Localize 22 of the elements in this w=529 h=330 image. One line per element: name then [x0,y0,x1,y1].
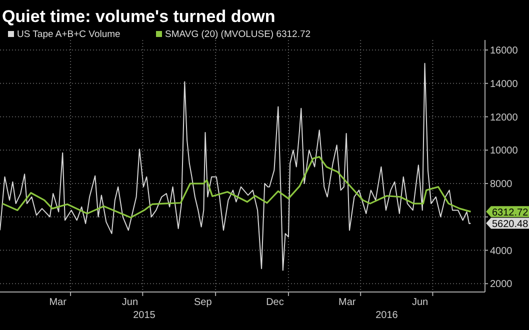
line-series [0,62,472,271]
x-tick-label: Mar [338,297,356,308]
y-tick-label: 14000 [490,78,518,90]
y-tick-label: 8000 [490,179,513,190]
x-tick-label: Jun [122,297,138,308]
x-tick-label: Dec [266,297,284,308]
annotation: 6312.72 [492,208,529,219]
y-tick-label: 10000 [490,146,518,157]
legend-label: US Tape A+B+C Volume [17,29,120,40]
x-tick-label: Sep [194,297,212,308]
y-tick-label: 16000 [490,46,518,57]
chart-title: Quiet time: volume's turned down [2,7,276,26]
y-tick-label: 2000 [490,279,513,290]
y-tick-label: 12000 [490,112,518,124]
text: 2015 [133,310,156,321]
x-tick-label: Mar [49,297,68,308]
legend-label: SMAVG (20) (MVOLUSE) 6312.72 [165,29,311,40]
text: 2016 [376,310,398,321]
x-tick-label: Jun [412,297,428,308]
y-tick-label: 4000 [490,246,513,257]
annotation: 5620.48 [492,219,529,230]
line-series [2,156,472,218]
